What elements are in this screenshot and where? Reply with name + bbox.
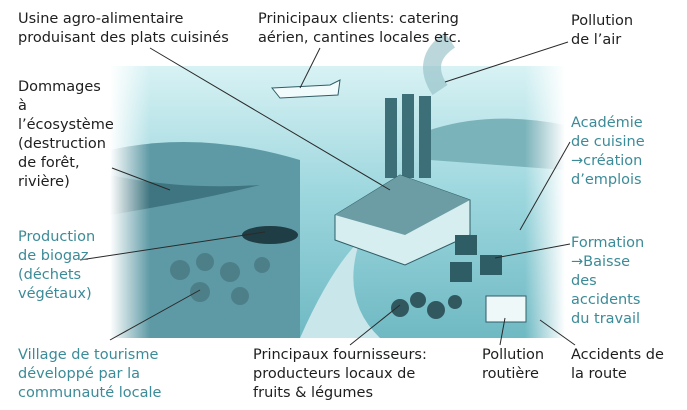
- label-line: (destruction: [18, 135, 114, 154]
- label-line: du travail: [571, 310, 644, 329]
- label-line: d’emplois: [571, 171, 645, 190]
- label-line: →création: [571, 152, 645, 171]
- label-line: Prinicipaux clients: catering: [258, 10, 461, 29]
- label: Principaux fournisseurs:producteurs loca…: [253, 346, 427, 403]
- label-line: de forêt,: [18, 154, 114, 173]
- building: [450, 262, 472, 282]
- label-line: producteurs locaux de: [253, 365, 427, 384]
- building: [455, 235, 477, 255]
- fade: [525, 66, 565, 338]
- label-line: (déchets: [18, 266, 95, 285]
- label-line: accidents: [571, 291, 644, 310]
- label-line: Principaux fournisseurs:: [253, 346, 427, 365]
- label-line: à: [18, 97, 114, 116]
- label-line: →Baisse: [571, 253, 644, 272]
- label-line: Académie: [571, 114, 645, 133]
- label-line: de l’air: [571, 31, 633, 50]
- biogaz-pit: [242, 226, 298, 244]
- chimney: [402, 94, 414, 178]
- label-line: Village de tourisme: [18, 346, 161, 365]
- building: [480, 255, 502, 275]
- label-line: végétaux): [18, 285, 95, 304]
- label-line: développé par la: [18, 365, 161, 384]
- label-line: rivière): [18, 173, 114, 192]
- label-line: de cuisine: [571, 133, 645, 152]
- label-line: Pollution: [482, 346, 544, 365]
- page: Usine agro-alimentaireproduisant des pla…: [0, 0, 687, 410]
- label-line: communauté locale: [18, 384, 161, 403]
- label-line: de biogaz: [18, 247, 95, 266]
- label-line: Production: [18, 228, 95, 247]
- label-line: Accidents de: [571, 346, 664, 365]
- label-line: aérien, cantines locales etc.: [258, 29, 461, 48]
- label-line: la route: [571, 365, 664, 384]
- label-line: produisant des plats cuisinés: [18, 29, 229, 48]
- chimney: [385, 98, 397, 178]
- fade: [110, 66, 150, 338]
- label-line: des: [571, 272, 644, 291]
- label-line: Pollution: [571, 12, 633, 31]
- label-line: fruits & légumes: [253, 384, 427, 403]
- clinic: [486, 296, 526, 322]
- label-line: l’écosystème: [18, 116, 114, 135]
- label-line: Usine agro-alimentaire: [18, 10, 229, 29]
- label-line: Dommages: [18, 78, 114, 97]
- label-line: routière: [482, 365, 544, 384]
- chimney: [419, 96, 431, 178]
- label-line: Formation: [571, 234, 644, 253]
